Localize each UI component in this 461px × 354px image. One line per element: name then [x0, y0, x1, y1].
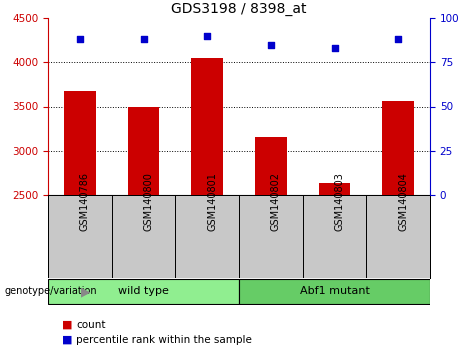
Point	[76, 36, 83, 42]
Bar	[382, 101, 414, 195]
Point	[331, 45, 338, 51]
Text: ▶: ▶	[81, 285, 90, 298]
Text: GSM140804: GSM140804	[398, 172, 408, 231]
Bar	[48, 195, 112, 278]
Bar	[191, 58, 223, 195]
Bar	[366, 195, 430, 278]
Bar	[255, 137, 287, 195]
Text: GSM140803: GSM140803	[335, 172, 344, 231]
Point	[203, 33, 211, 39]
Bar	[128, 107, 160, 195]
Title: GDS3198 / 8398_at: GDS3198 / 8398_at	[171, 1, 307, 16]
Bar	[48, 279, 239, 304]
Bar	[175, 195, 239, 278]
Text: ■: ■	[62, 335, 73, 345]
Text: wild type: wild type	[118, 286, 169, 296]
Bar	[239, 279, 430, 304]
Bar	[319, 183, 350, 195]
Text: GSM140802: GSM140802	[271, 172, 281, 231]
Point	[140, 36, 147, 42]
Text: genotype/variation: genotype/variation	[5, 286, 97, 297]
Bar	[112, 195, 175, 278]
Bar	[303, 195, 366, 278]
Bar	[239, 195, 303, 278]
Text: GSM140786: GSM140786	[80, 172, 90, 231]
Text: GSM140800: GSM140800	[143, 172, 154, 231]
Text: ■: ■	[62, 320, 73, 330]
Text: count: count	[76, 320, 106, 330]
Bar	[64, 91, 96, 195]
Point	[395, 36, 402, 42]
Point	[267, 42, 274, 47]
Text: Abf1 mutant: Abf1 mutant	[300, 286, 369, 296]
Text: percentile rank within the sample: percentile rank within the sample	[76, 335, 252, 345]
Text: GSM140801: GSM140801	[207, 172, 217, 231]
